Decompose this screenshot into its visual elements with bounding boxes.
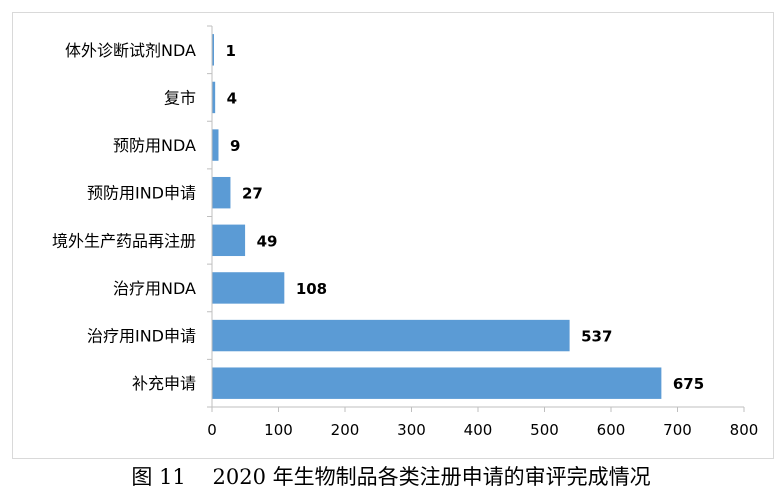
category-label: 治疗用NDA: [113, 279, 196, 298]
data-label: 108: [296, 280, 327, 298]
x-tick-label: 400: [464, 421, 493, 439]
bar: [212, 319, 570, 352]
x-tick-label: 200: [331, 421, 360, 439]
data-label: 9: [230, 137, 240, 155]
category-label: 补充申请: [132, 374, 196, 393]
bar: [212, 129, 219, 161]
x-tick-label: 600: [597, 421, 626, 439]
x-tick-label: 700: [663, 421, 692, 439]
category-label: 体外诊断试剂NDA: [65, 41, 196, 60]
bar: [212, 176, 231, 209]
bars-layer: [212, 34, 662, 399]
data-label: 49: [257, 232, 278, 250]
category-label: 预防用NDA: [113, 136, 196, 155]
data-label: 1: [226, 42, 236, 60]
figure-caption: 图 11 2020 年生物制品各类注册申请的审评完成情况: [131, 465, 651, 489]
bar: [212, 81, 216, 114]
data-label: 27: [242, 185, 263, 203]
data-label: 537: [581, 328, 612, 346]
x-tick-label: 300: [397, 421, 426, 439]
x-tick-label: 100: [264, 421, 293, 439]
x-tick-label: 500: [530, 421, 559, 439]
data-label: 4: [227, 89, 237, 107]
axis-layer: 0 100 200 300 400 500 600 700 800: [207, 25, 759, 439]
category-label: 复市: [164, 88, 196, 107]
x-tick-label: 800: [730, 421, 759, 439]
bar-chart: 0 100 200 300 400 500 600 700 800 体外诊断试剂NDA 1 复市 4 预…: [52, 25, 759, 439]
category-label: 预防用IND申请: [87, 184, 196, 203]
category-label: 治疗用IND申请: [87, 327, 196, 346]
category-label: 境外生产药品再注册: [52, 231, 196, 250]
x-tick-label: 0: [207, 421, 217, 439]
bar: [212, 367, 662, 399]
labels-layer: 体外诊断试剂NDA 1 复市 4 预防用NDA 9 预防用IND申请 27 境外生产药品再注册 4…: [52, 41, 704, 393]
bar: [212, 272, 285, 304]
bar: [212, 34, 214, 66]
data-label: 675: [673, 375, 704, 393]
bar: [212, 224, 246, 257]
